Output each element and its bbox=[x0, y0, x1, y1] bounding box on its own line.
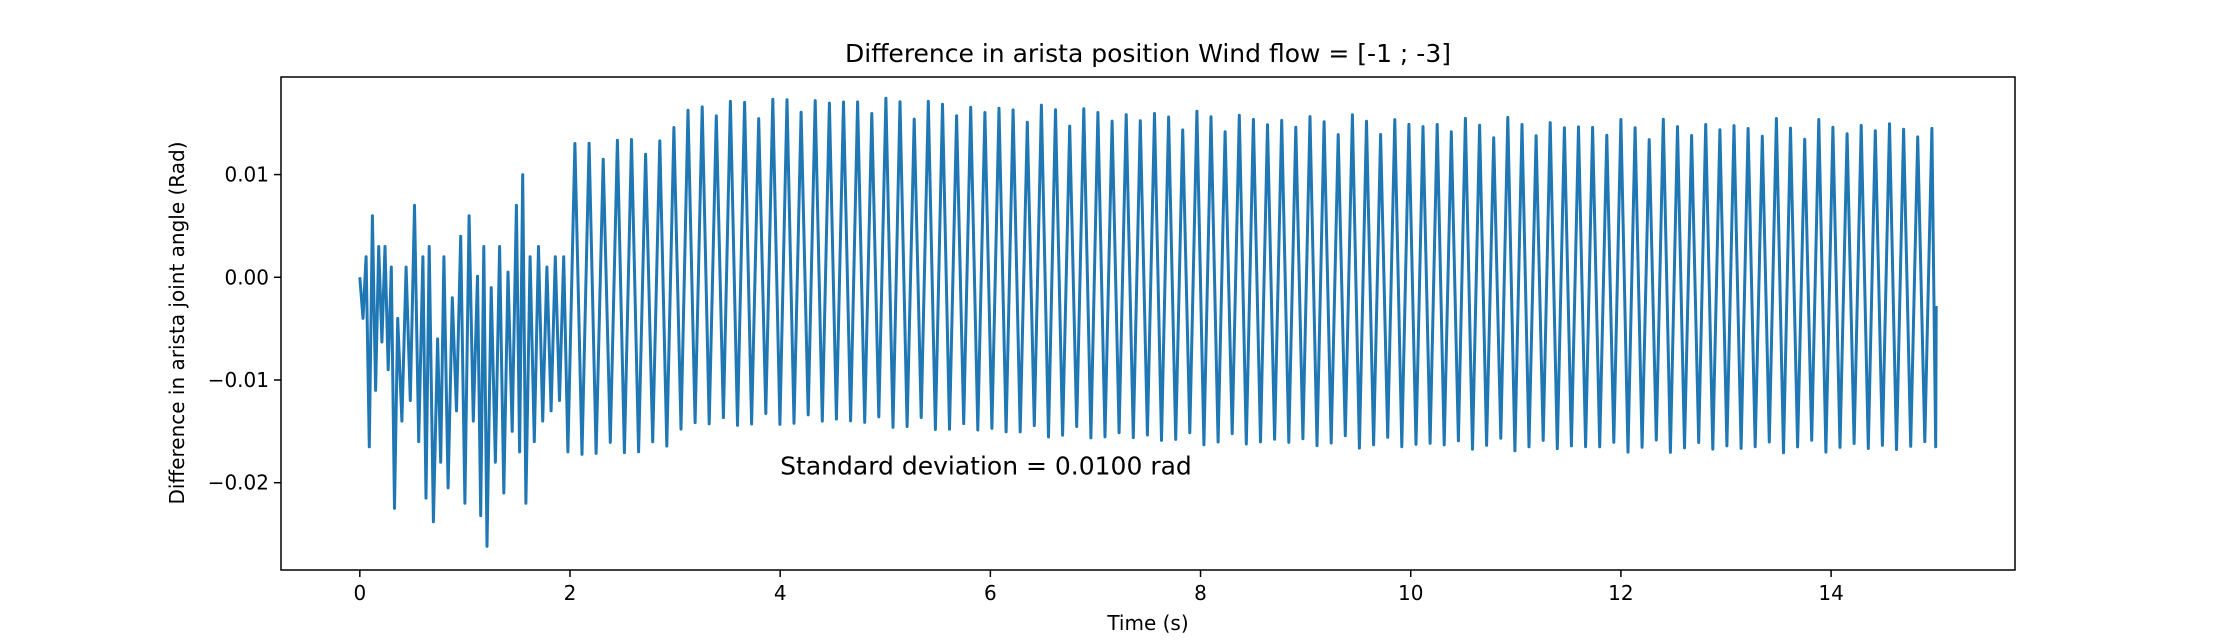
x-tick-label: 0 bbox=[353, 581, 366, 605]
x-tick-label: 6 bbox=[984, 581, 997, 605]
std-annotation: Standard deviation = 0.0100 rad bbox=[780, 451, 1192, 480]
y-tick-label: 0.01 bbox=[224, 163, 269, 187]
chart-title: Difference in arista position Wind flow … bbox=[845, 39, 1451, 68]
series-line bbox=[358, 96, 1938, 548]
y-tick-label: −0.02 bbox=[208, 471, 269, 495]
x-tick-label: 10 bbox=[1398, 581, 1423, 605]
y-tick-label: −0.01 bbox=[208, 368, 269, 392]
x-tick-label: 2 bbox=[564, 581, 577, 605]
x-axis-label: Time (s) bbox=[1106, 611, 1188, 635]
x-tick-label: 12 bbox=[1608, 581, 1633, 605]
plot-area bbox=[358, 96, 1938, 548]
x-tick-label: 4 bbox=[774, 581, 787, 605]
x-tick-label: 14 bbox=[1818, 581, 1843, 605]
x-tick-label: 8 bbox=[1194, 581, 1207, 605]
y-axis-ticks: 0.01 0.00 −0.01 −0.02 bbox=[208, 163, 281, 495]
x-axis-ticks: 0 2 4 6 8 10 12 14 bbox=[353, 570, 1844, 605]
y-axis-label: Difference in arista joint angle (Rad) bbox=[165, 141, 189, 504]
axes-frame bbox=[280, 76, 2016, 571]
y-tick-label: 0.00 bbox=[224, 265, 269, 289]
